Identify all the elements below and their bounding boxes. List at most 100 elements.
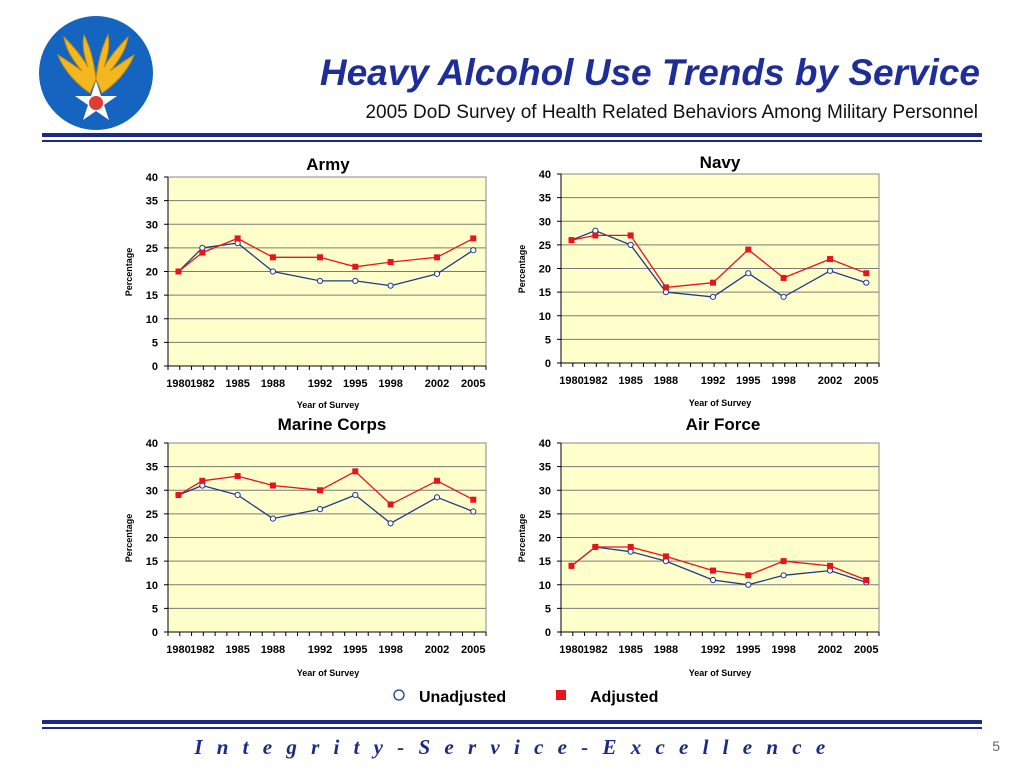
navy-unadjusted-point [709,293,717,300]
army-unadjusted-point [352,277,359,285]
navy-y-tick-label: 15 [539,287,551,299]
navy-adjusted-point [592,232,599,239]
marine-corps-unadjusted-point [433,494,441,501]
marine-corps-y-tick-label: 30 [146,485,158,497]
air-force-y-tick-label: 35 [539,462,551,474]
navy-x-tick-label: 1982 [583,375,607,387]
army-chart-title: Army [306,155,350,174]
navy-unadjusted-point [826,267,834,274]
army-x-tick-label: 1992 [308,378,332,390]
marine-corps-adjusted-point [199,477,206,484]
marine-corps-x-tick-label: 1995 [343,644,367,656]
navy-unadjusted-point [863,279,870,286]
air-force-y-tick-label: 20 [539,533,551,545]
page-subtitle: 2005 DoD Survey of Health Related Behavi… [365,102,978,123]
marine-corps-unadjusted-point [269,515,277,522]
navy-y-tick-label: 30 [539,216,551,228]
army-unadjusted-point [470,247,477,254]
army-x-tick-label: 1985 [225,378,249,390]
navy-x-tick-label: 1980 [559,375,583,387]
air-force-x-tick-label: 1985 [618,644,642,656]
army-x-tick-label: 2005 [461,378,485,390]
army-unadjusted-point [387,282,394,289]
air-force-x-tick-label: 1998 [771,644,795,656]
legend-unadjusted-marker [393,689,405,701]
air-force-x-tick-label: 1980 [559,644,583,656]
army-y-tick-label: 35 [146,196,158,208]
legend-unadjusted-label: Unadjusted [419,689,507,706]
army-y-tick-label: 0 [152,361,158,373]
air-force-unadjusted-point [780,572,787,579]
air-force-x-tick-label: 1988 [654,644,678,656]
header-rule [42,133,982,137]
marine-corps-x-tick-label: 1982 [190,644,214,656]
marine-corps-unadjusted-point [352,491,359,499]
army-x-tick-label: 1995 [343,378,367,390]
footer-rule-thin [42,727,982,729]
air-force-x-tick-label: 2005 [854,644,878,656]
army-adjusted-point [434,254,441,261]
footer-motto: I n t e g r i t y - S e r v i c e - E x … [194,735,830,759]
air-force-y-tick-label: 40 [539,438,551,450]
air-force-unadjusted-point [709,576,717,584]
air-force-y-tick-label: 5 [545,603,551,615]
navy-x-tick-label: 1985 [618,375,642,387]
army-y-tick-label: 40 [146,172,158,184]
navy-adjusted-point [827,256,834,263]
marine-corps-y-tick-label: 10 [146,580,158,592]
navy-adjusted-point [863,270,870,277]
marine-corps-unadjusted-point [234,491,241,499]
marine-corps-unadjusted-point [470,508,477,515]
navy-y-tick-label: 25 [539,240,551,252]
navy-y-tick-label: 20 [539,264,551,276]
navy-x-tick-label: 2005 [854,375,878,387]
marine-corps-x-tick-label: 2005 [461,644,485,656]
navy-unadjusted-point [745,270,752,277]
navy-adjusted-point [662,284,669,291]
page-number: 5 [992,738,1000,754]
navy-chart-title: Navy [700,153,741,172]
navy-adjusted-point [710,279,717,286]
air-force-adjusted-point [827,562,834,569]
marine-corps-y-tick-label: 15 [146,556,158,568]
army-x-tick-label: 2002 [425,378,449,390]
army-y-tick-label: 30 [146,219,158,231]
navy-adjusted-point [745,246,752,253]
footer-rule [42,720,982,724]
legend-adjusted-label: Adjusted [590,689,659,706]
air-force-adjusted-point [592,543,599,550]
army-adjusted-point [234,235,241,242]
air-force-adjusted-point [710,567,717,574]
marine-corps-adjusted-point [317,487,324,494]
marine-corps-y-tick-label: 25 [146,509,158,521]
marine-corps-y-tick-label: 40 [146,438,158,450]
army-y-tick-label: 15 [146,290,158,302]
marine-corps-x-tick-label: 1985 [225,644,249,656]
air-force-adjusted-point [568,562,575,569]
navy-unadjusted-point [780,293,787,300]
navy-x-tick-label: 1992 [701,375,725,387]
army-x-tick-label: 1998 [378,378,402,390]
army-unadjusted-point [316,277,324,285]
marine-corps-adjusted-point [387,501,394,508]
marine-corps-chart-title: Marine Corps [278,415,387,434]
marine-corps-unadjusted-point [387,520,394,527]
army-adjusted-point [175,268,182,275]
air-force-y-axis-label: Percentage [517,514,527,563]
page-title: Heavy Alcohol Use Trends by Service [319,52,980,93]
army-x-tick-label: 1980 [166,378,190,390]
air-force-adjusted-point [662,553,669,560]
navy-unadjusted-point [627,241,634,248]
air-force-x-tick-label: 1992 [701,644,725,656]
air-force-unadjusted-point [745,581,752,588]
army-unadjusted-point [433,270,441,277]
air-force-y-tick-label: 10 [539,580,551,592]
army-adjusted-point [269,254,276,261]
marine-corps-x-tick-label: 1992 [308,644,332,656]
army-y-tick-label: 20 [146,267,158,279]
navy-y-tick-label: 40 [539,169,551,181]
air-force-y-tick-label: 15 [539,556,551,568]
marine-corps-x-tick-label: 1988 [261,644,285,656]
navy-x-tick-label: 1988 [654,375,678,387]
